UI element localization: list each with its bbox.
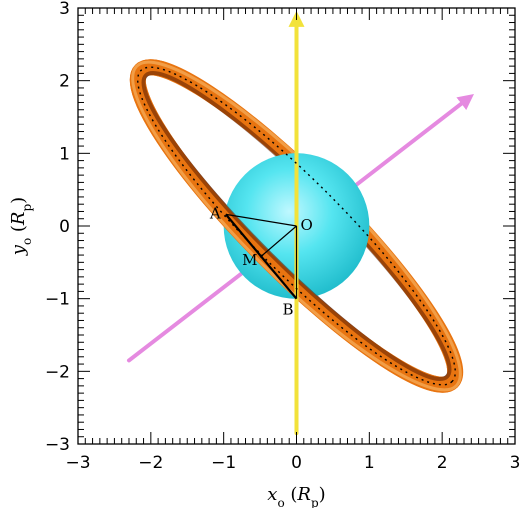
x-tick-label: −2: [138, 453, 163, 473]
ring-midline-dotted: [137, 66, 456, 386]
axis-ticks: [77, 7, 516, 445]
x-tick-label: 0: [291, 453, 302, 473]
point-label-o: O: [301, 216, 313, 234]
y-tick-label: 0: [59, 217, 70, 237]
y-tick-label: −2: [45, 362, 70, 382]
x-axis-label: xo (Rp): [267, 484, 325, 508]
y-tick-labels: −3 −2 −1 0 1 2 3: [45, 0, 70, 455]
x-tick-label: −3: [65, 453, 90, 473]
y-tick-label: 1: [59, 144, 70, 164]
x-tick-labels: −3 −2 −1 0 1 2 3: [65, 453, 520, 473]
segment-om: [259, 225, 297, 258]
x-tick-label: 2: [437, 453, 448, 473]
point-label-a: A: [209, 204, 221, 222]
x-tick-label: 3: [510, 453, 521, 473]
y-tick-label: −3: [45, 435, 70, 455]
x-tick-label: 1: [364, 453, 375, 473]
y-tick-label: −1: [45, 290, 70, 310]
y-tick-label: 3: [59, 0, 70, 19]
y-tick-label: 2: [59, 72, 70, 92]
point-label-m: M: [242, 251, 257, 269]
segment-oa: [225, 213, 297, 227]
x-tick-label: −1: [211, 453, 236, 473]
point-label-b: B: [283, 301, 294, 319]
y-axis-label: yo (Rp): [8, 197, 34, 256]
geometry-construction: [225, 213, 298, 300]
